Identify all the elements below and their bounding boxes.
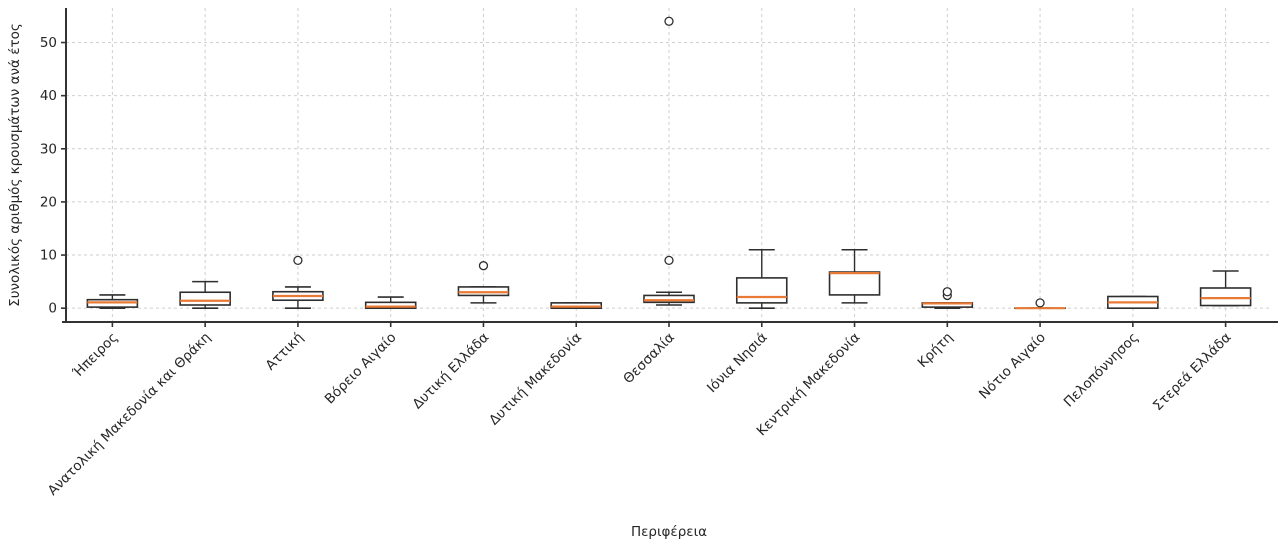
outlier-point [478, 261, 489, 271]
x-tick-label: Δυτική Μακεδονία [486, 329, 585, 428]
x-tick-label: Ιόνια Νησιά [704, 329, 771, 396]
box-group [550, 302, 603, 309]
outlier-point [664, 16, 674, 26]
iqr-box [1199, 287, 1252, 307]
gridlines [66, 8, 1272, 322]
y-tick-label: 40 [40, 88, 57, 104]
outlier-point [664, 255, 674, 266]
box-group [364, 296, 417, 309]
boxplots [86, 16, 1252, 310]
x-tick-label: Ανατολική Μακεδονία και Θράκη [45, 330, 214, 499]
x-tick-label: Στερεά Ελλάδα [1150, 329, 1235, 414]
x-tick-label: Αττική [263, 330, 307, 374]
axes [61, 8, 1278, 327]
x-tick-label: Κρήτη [915, 330, 956, 371]
x-axis-label: Περιφέρεια [630, 524, 708, 540]
outlier-point [1035, 298, 1045, 308]
y-axis-label: Συνολικός αριθμός κρουσμάτων ανά έτος [7, 23, 23, 307]
x-tick-label: Κεντρική Μακεδονία [754, 329, 864, 439]
outlier-point [942, 287, 952, 297]
y-tick-label: 50 [40, 35, 57, 51]
box-group [86, 294, 139, 309]
iqr-box [179, 291, 231, 306]
box-group [828, 248, 881, 304]
iqr-box [735, 277, 788, 304]
iqr-box [364, 301, 417, 309]
outlier-point [293, 255, 303, 266]
box-group [457, 261, 510, 304]
y-tick-label: 10 [40, 248, 57, 264]
box-group [1107, 295, 1159, 309]
x-tick-label: Βόρειο Αιγαίο [322, 330, 400, 408]
box-group [179, 280, 231, 309]
box-group [735, 248, 788, 309]
iqr-box [828, 271, 881, 296]
iqr-box [643, 294, 695, 304]
box-group [643, 16, 695, 306]
x-tick-label: Πελοπόννησος [1061, 330, 1142, 411]
y-tick-label: 30 [40, 141, 57, 157]
box-group [921, 287, 974, 309]
y-tick-labels: 0 10 20 30 40 50 [40, 35, 57, 317]
x-tick-label: Νότιο Αιγαίο [976, 330, 1049, 403]
x-tick-label: Ήπειρος [69, 330, 121, 382]
x-tick-label: Δυτική Ελλάδα [409, 329, 492, 412]
x-tick-label: Θεσσαλία [620, 329, 678, 387]
y-tick-label: 20 [40, 194, 57, 210]
y-tick-label: 0 [48, 301, 57, 317]
box-group [1199, 270, 1252, 307]
box-group [272, 255, 324, 309]
box-group [1014, 298, 1066, 310]
